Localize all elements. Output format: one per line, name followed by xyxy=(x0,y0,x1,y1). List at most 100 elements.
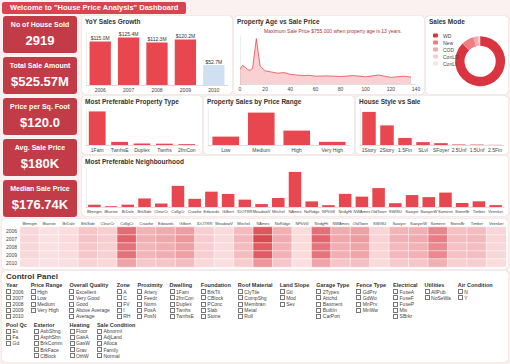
svg-text:1Story: 1Story xyxy=(362,147,377,153)
svg-text:NPkVill: NPkVill xyxy=(322,209,335,214)
svg-text:SWISU: SWISU xyxy=(389,209,402,214)
svg-text:2009: 2009 xyxy=(180,87,191,93)
svg-text:2010: 2010 xyxy=(208,87,219,93)
svg-text:CollgCr: CollgCr xyxy=(120,221,134,226)
svg-text:2007: 2007 xyxy=(123,87,134,93)
svg-text:Property Sales by Price Range: Property Sales by Price Range xyxy=(207,98,302,106)
svg-text:IDOTRR: IDOTRR xyxy=(197,221,212,226)
svg-text:NoRidge: NoRidge xyxy=(275,221,291,226)
svg-text:WD: WD xyxy=(443,33,452,39)
svg-text:Most Preferable Neighbourhood: Most Preferable Neighbourhood xyxy=(85,158,184,166)
svg-text:Veenker: Veenker xyxy=(489,221,504,226)
svg-text:ClearCr: ClearCr xyxy=(101,221,115,226)
svg-text:MeadowV: MeadowV xyxy=(253,209,271,214)
svg-text:$115.0M: $115.0M xyxy=(91,35,110,41)
svg-text:CollgCr: CollgCr xyxy=(171,209,185,214)
svg-text:0: 0 xyxy=(239,86,242,92)
svg-text:Blueste: Blueste xyxy=(42,221,56,226)
svg-text:BrkSide: BrkSide xyxy=(81,221,96,226)
svg-text:2008: 2008 xyxy=(151,87,162,93)
svg-text:ConLD: ConLD xyxy=(443,54,459,60)
svg-text:Duplex: Duplex xyxy=(134,147,150,153)
svg-text:Timber: Timber xyxy=(473,209,486,214)
svg-text:Mitchel: Mitchel xyxy=(237,221,250,226)
svg-text:MeadowV: MeadowV xyxy=(215,221,233,226)
svg-text:2.5Fin: 2.5Fin xyxy=(488,147,502,153)
svg-text:Sawyer: Sawyer xyxy=(392,221,406,226)
svg-text:1.5Fin: 1.5Fin xyxy=(398,147,412,153)
svg-text:ConLI: ConLI xyxy=(443,61,456,67)
svg-text:SFoyer: SFoyer xyxy=(433,147,449,153)
svg-text:Blmngtn: Blmngtn xyxy=(87,209,102,214)
svg-text:Edwards: Edwards xyxy=(158,221,174,226)
svg-text:2006: 2006 xyxy=(95,87,106,93)
svg-text:Timber: Timber xyxy=(471,221,484,226)
svg-text:OldTown: OldTown xyxy=(352,221,368,226)
svg-text:20: 20 xyxy=(262,86,268,92)
svg-text:New: New xyxy=(443,40,453,46)
svg-text:2007: 2007 xyxy=(6,236,17,242)
svg-text:Gilbert: Gilbert xyxy=(179,221,192,226)
svg-text:1Fam: 1Fam xyxy=(91,147,104,153)
svg-text:40: 40 xyxy=(288,86,294,92)
svg-text:OldTown: OldTown xyxy=(371,209,387,214)
svg-text:Blueste: Blueste xyxy=(104,209,118,214)
svg-text:$120.2M: $120.2M xyxy=(176,33,195,39)
svg-text:NWAmes: NWAmes xyxy=(332,221,349,226)
svg-text:2009: 2009 xyxy=(6,252,17,258)
svg-text:Sales Mode: Sales Mode xyxy=(429,18,465,25)
svg-text:Veenker: Veenker xyxy=(488,209,503,214)
svg-text:2Story: 2Story xyxy=(380,147,395,153)
svg-text:1.5Unf: 1.5Unf xyxy=(470,147,485,153)
svg-text:Gilbert: Gilbert xyxy=(222,209,235,214)
svg-text:COD: COD xyxy=(443,47,455,53)
svg-text:NAmes: NAmes xyxy=(288,209,301,214)
svg-text:StoneBr: StoneBr xyxy=(455,209,470,214)
svg-text:Somerst: Somerst xyxy=(431,221,447,226)
svg-text:BrDale: BrDale xyxy=(62,221,75,226)
svg-text:BrkSide: BrkSide xyxy=(138,209,153,214)
svg-text:NWAmes: NWAmes xyxy=(354,209,371,214)
svg-text:Maximum Sale Price $755,000 wh: Maximum Sale Price $755,000 when propert… xyxy=(264,28,402,34)
svg-text:NoRidge: NoRidge xyxy=(304,209,320,214)
svg-text:NridgHt: NridgHt xyxy=(315,221,329,226)
svg-text:Mitchel: Mitchel xyxy=(272,209,285,214)
svg-text:2010: 2010 xyxy=(6,260,17,266)
svg-text:2fmCon: 2fmCon xyxy=(178,147,196,153)
svg-text:Edwards: Edwards xyxy=(204,209,220,214)
svg-text:60: 60 xyxy=(313,86,319,92)
svg-text:IDOTRR: IDOTRR xyxy=(237,209,252,214)
svg-text:NAmes: NAmes xyxy=(256,221,269,226)
svg-text:NPkVill: NPkVill xyxy=(295,221,308,226)
svg-text:Low: Low xyxy=(221,147,231,153)
svg-text:$52.7M: $52.7M xyxy=(205,59,222,65)
svg-text:120: 120 xyxy=(387,86,396,92)
svg-text:SawyerW: SawyerW xyxy=(410,221,427,226)
svg-text:Twnhs: Twnhs xyxy=(157,147,172,153)
svg-text:BrDale: BrDale xyxy=(122,209,135,214)
svg-text:Sawyer: Sawyer xyxy=(405,209,419,214)
svg-text:Medium: Medium xyxy=(252,147,270,153)
svg-text:ClearCr: ClearCr xyxy=(154,209,168,214)
svg-text:TwnhsE: TwnhsE xyxy=(111,147,129,153)
svg-text:YoY Sales Growth: YoY Sales Growth xyxy=(85,18,140,25)
svg-text:SWISU: SWISU xyxy=(373,221,386,226)
svg-text:$125.4M: $125.4M xyxy=(119,31,138,37)
svg-text:SawyerW: SawyerW xyxy=(420,209,437,214)
svg-text:House Style vs Sale: House Style vs Sale xyxy=(359,98,421,106)
svg-text:Blmngtn: Blmngtn xyxy=(22,221,37,226)
svg-text:Property Age vs Sale Price: Property Age vs Sale Price xyxy=(237,18,320,26)
svg-text:Crawfor: Crawfor xyxy=(188,209,203,214)
svg-text:Somerst: Somerst xyxy=(438,209,454,214)
svg-text:80: 80 xyxy=(338,86,344,92)
svg-text:Very High: Very High xyxy=(321,147,343,153)
svg-text:Crawfor: Crawfor xyxy=(139,221,154,226)
svg-text:Most Preferable Property Type: Most Preferable Property Type xyxy=(85,98,179,106)
svg-text:NridgHt: NridgHt xyxy=(338,209,352,214)
svg-text:2008: 2008 xyxy=(6,244,17,250)
svg-text:StoneBr: StoneBr xyxy=(450,221,465,226)
svg-text:2.5Unf: 2.5Unf xyxy=(452,147,467,153)
svg-text:High: High xyxy=(292,147,303,153)
svg-text:100: 100 xyxy=(362,86,371,92)
svg-text:$112.3M: $112.3M xyxy=(147,36,166,42)
